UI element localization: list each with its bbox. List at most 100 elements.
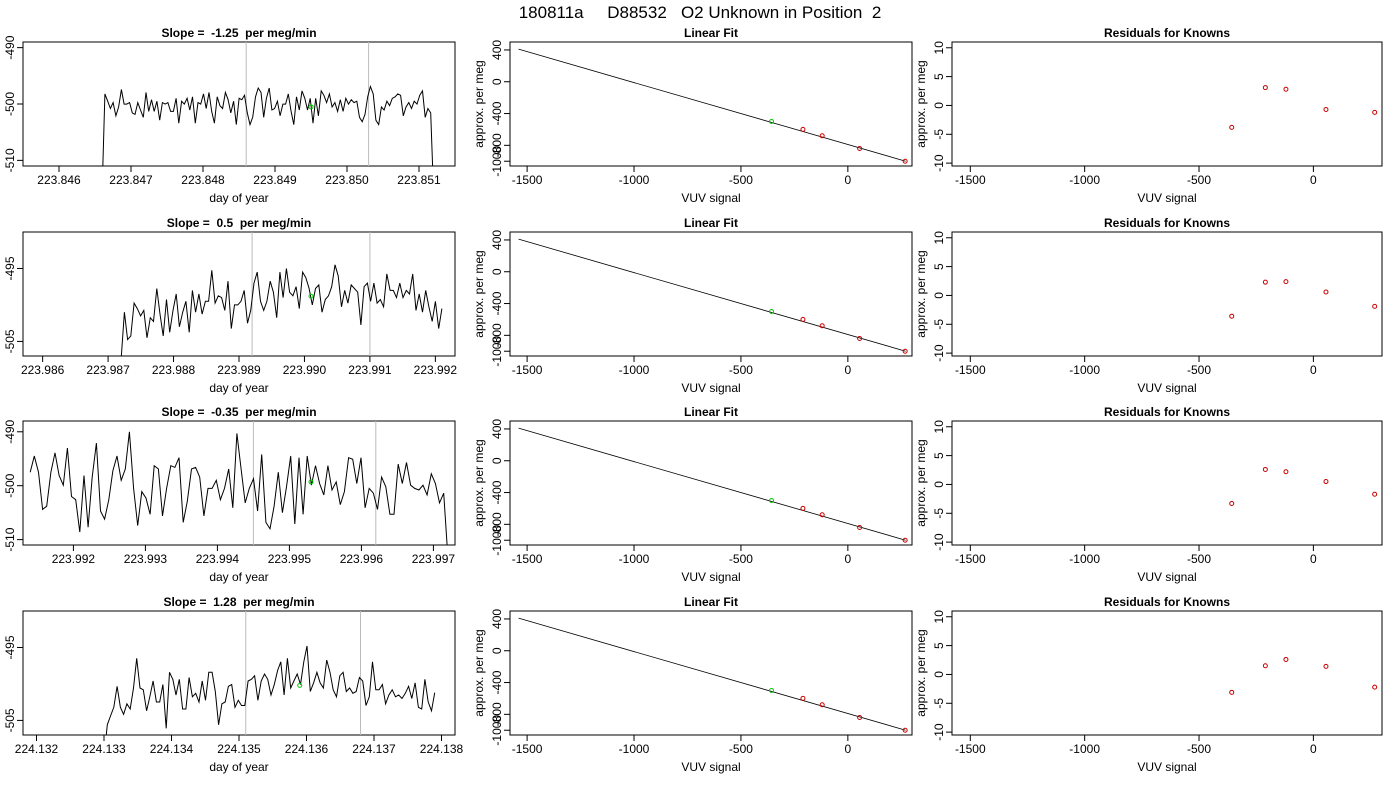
unknown-point: [308, 104, 314, 110]
y-tick-label: -400: [490, 480, 504, 504]
residual-point: [1323, 663, 1329, 669]
known-point: [902, 158, 908, 164]
y-tick-label: -5: [932, 319, 946, 330]
y-axis-label: approx. per meg: [472, 250, 486, 337]
residual-point: [1372, 109, 1378, 115]
x-tick-label: -1000: [1069, 363, 1100, 377]
y-tick-label: -5: [932, 129, 946, 140]
x-tick-label: 223.987: [86, 363, 130, 377]
panel-title: Slope = -0.35 per meg/min: [161, 405, 316, 419]
y-axis-label: approx. per meg: [914, 439, 928, 526]
x-tick-label: -500: [1187, 363, 1211, 377]
residual-point: [1323, 479, 1329, 485]
y-tick-label: -10: [932, 533, 946, 551]
x-axis-label: VUV signal: [1137, 381, 1196, 395]
x-tick-label: -1000: [619, 742, 650, 756]
fit-line: [518, 238, 906, 352]
plot-frame: [951, 610, 1383, 736]
unknown-point: [769, 308, 775, 314]
panel-3-1: Slope = -0.35 per meg/min 223.992 223.993 2…: [3, 405, 456, 584]
known-point: [902, 727, 908, 733]
x-tick-label: 223.848: [181, 173, 225, 187]
y-tick-label: 400: [490, 609, 504, 629]
panel-title: Residuals for Knowns: [1104, 26, 1230, 40]
x-tick-label: 223.989: [217, 363, 261, 377]
panel-title: Residuals for Knowns: [1104, 405, 1230, 419]
panel-2-3: Residuals for Knowns -1500 -1000 -500 0 -10 -5…: [914, 216, 1383, 395]
page-title: 180811a D88532 O2 Unknown in Position 2: [519, 3, 882, 22]
unknown-point: [297, 682, 303, 688]
y-tick-label: -1000: [490, 715, 504, 746]
unknown-point: [769, 497, 775, 503]
x-tick-label: 223.997: [412, 552, 456, 566]
panel-title: Slope = 1.28 per meg/min: [163, 595, 314, 609]
x-tick-label: -500: [729, 552, 753, 566]
residual-point: [1372, 491, 1378, 497]
y-tick-label: -5: [932, 698, 946, 709]
y-tick-label: -500: [3, 473, 17, 497]
known-point: [902, 348, 908, 354]
fit-line: [518, 48, 906, 162]
y-tick-label: -510: [3, 148, 17, 172]
plot-area: [1229, 279, 1378, 319]
unknown-point: [308, 479, 314, 485]
x-tick-label: 224.133: [82, 742, 126, 756]
y-tick-label: -1000: [490, 146, 504, 177]
residual-point: [1262, 466, 1268, 472]
y-tick-label: -490: [3, 419, 17, 443]
x-tick-label: -1000: [619, 173, 650, 187]
plot-frame: [22, 420, 456, 546]
y-tick-label: 0: [932, 671, 946, 678]
residual-point: [1372, 684, 1378, 690]
x-tick-label: 224.134: [150, 742, 194, 756]
fit-line: [518, 617, 906, 731]
y-axis-label: approx. per meg: [914, 629, 928, 716]
x-tick-label: 223.849: [253, 173, 297, 187]
plot-area: [1229, 656, 1378, 695]
y-tick-label: -10: [932, 344, 946, 362]
panel-title: Linear Fit: [684, 26, 738, 40]
y-tick-label: 0: [932, 481, 946, 488]
x-tick-label: -1500: [512, 552, 543, 566]
x-tick-label: 223.993: [124, 552, 168, 566]
y-tick-label: 0: [932, 102, 946, 109]
plot-frame: [509, 231, 913, 357]
residual-point: [1283, 469, 1289, 475]
y-tick-label: 0: [932, 292, 946, 299]
y-tick-label: 400: [490, 40, 504, 60]
known-point: [857, 146, 863, 152]
x-tick-label: -1000: [619, 363, 650, 377]
panel-2-2: Linear Fit-1500 -1000 -500 0-1000-800-40004…: [472, 216, 913, 395]
x-tick-label: 223.988: [152, 363, 196, 377]
panel-4-3: Residuals for Knowns -1500 -1000 -500 0 -10 -5…: [914, 595, 1383, 774]
x-tick-label: -500: [1187, 173, 1211, 187]
x-tick-label: -500: [1187, 552, 1211, 566]
x-tick-label: -1500: [955, 742, 986, 756]
plot-frame: [509, 41, 913, 167]
y-tick-label: -800: [490, 702, 504, 726]
x-tick-label: 223.846: [37, 173, 81, 187]
plot-frame: [951, 420, 1383, 546]
y-tick-label: -400: [490, 291, 504, 315]
y-tick-label: -490: [3, 35, 17, 59]
y-tick-label: -400: [490, 670, 504, 694]
known-point: [800, 695, 806, 701]
panel-title: Residuals for Knowns: [1104, 595, 1230, 609]
known-point: [800, 505, 806, 511]
y-tick-label: 5: [932, 452, 946, 459]
plot-area: [102, 42, 434, 166]
plot-area: [120, 232, 443, 356]
plot-area: [518, 427, 908, 543]
plot-frame: [509, 610, 913, 736]
y-tick-label: -10: [932, 154, 946, 172]
signal-trace: [120, 264, 443, 356]
panel-title: Linear Fit: [684, 595, 738, 609]
x-tick-label: 0: [845, 173, 852, 187]
residual-point: [1262, 85, 1268, 91]
y-tick-label: -500: [3, 92, 17, 116]
plot-frame: [22, 231, 456, 357]
signal-trace: [29, 431, 448, 545]
y-tick-label: -505: [3, 708, 17, 732]
y-tick-label: -800: [490, 133, 504, 157]
